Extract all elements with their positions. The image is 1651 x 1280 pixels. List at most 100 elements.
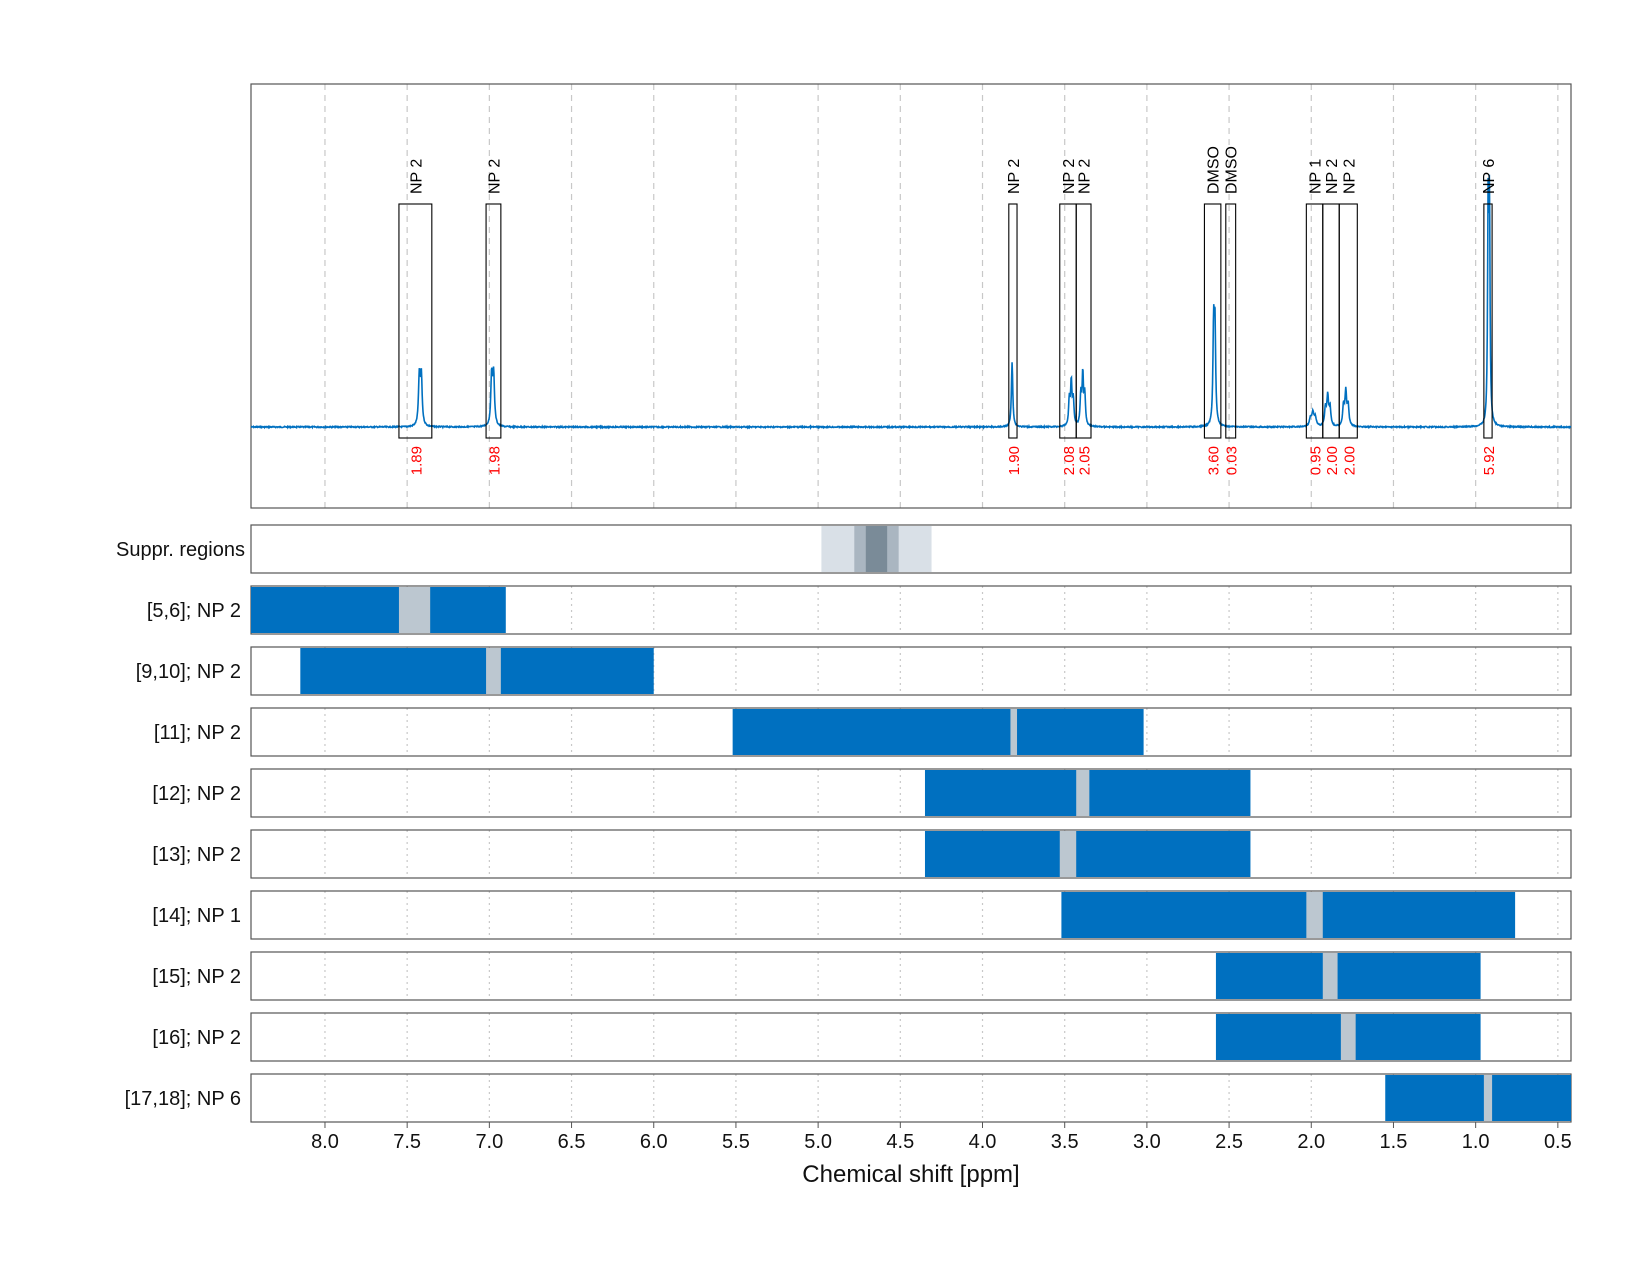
region-label: [17,18]; NP 6 — [125, 1088, 241, 1110]
spectrum-line — [250, 174, 1572, 430]
region-row: [13]; NP 2 — [152, 829, 1572, 879]
region-frame — [250, 829, 1572, 879]
x-axis-title: Chemical shift [ppm] — [802, 1161, 1019, 1188]
region-frame — [250, 1073, 1572, 1123]
peak-box — [1338, 203, 1358, 439]
peak-label: NP 2 — [1006, 159, 1023, 194]
x-tick-label: 7.5 — [393, 1131, 421, 1153]
peak-label: NP 6 — [1481, 159, 1498, 194]
region-row: [17,18]; NP 6 — [125, 1073, 1572, 1123]
x-tick-label: 4.5 — [886, 1131, 914, 1153]
region-frame — [250, 646, 1572, 696]
x-tick-label: 4.0 — [969, 1131, 997, 1153]
integral-value: 2.00 — [1324, 446, 1341, 475]
x-tick-label: 7.0 — [475, 1131, 503, 1153]
region-frame — [250, 1012, 1572, 1062]
region-row: [11]; NP 2 — [154, 707, 1572, 757]
region-label: [5,6]; NP 2 — [147, 600, 241, 622]
region-label: [9,10]; NP 2 — [136, 661, 241, 683]
region-label: [16]; NP 2 — [152, 1027, 241, 1049]
peak-label: DMSO — [1224, 146, 1241, 194]
x-tick-label: 1.5 — [1380, 1131, 1408, 1153]
x-tick-label: 0.5 — [1544, 1131, 1572, 1153]
region-frame — [250, 707, 1572, 757]
region-bar — [251, 587, 506, 633]
peak-label: DMSO — [1206, 146, 1223, 194]
peak-label: NP 2 — [486, 159, 503, 194]
integral-value: 2.05 — [1077, 446, 1094, 475]
peak-box — [1075, 203, 1092, 439]
region-bar — [1215, 953, 1481, 999]
x-tick-label: 5.0 — [804, 1131, 832, 1153]
integral-value: 2.08 — [1061, 446, 1078, 475]
peak-label: NP 2 — [1077, 159, 1094, 194]
peak-box — [1483, 203, 1493, 439]
region-label: [14]; NP 1 — [152, 905, 241, 927]
x-tick-label: 2.0 — [1297, 1131, 1325, 1153]
region-label: [12]; NP 2 — [152, 783, 241, 805]
spectrum-frame — [250, 83, 1572, 509]
region-bar — [924, 831, 1251, 877]
region-peak-marker — [1076, 770, 1090, 816]
region-row: [14]; NP 1 — [152, 890, 1572, 940]
x-tick-label: 5.5 — [722, 1131, 750, 1153]
region-row: [16]; NP 2 — [152, 1012, 1572, 1062]
integral-value: 1.90 — [1006, 446, 1023, 475]
region-frame — [250, 768, 1572, 818]
x-tick-label: 6.0 — [640, 1131, 668, 1153]
x-tick-label: 6.5 — [558, 1131, 586, 1153]
region-bar — [1385, 1075, 1571, 1121]
integral-value: 1.89 — [408, 446, 425, 475]
integral-value: 3.60 — [1206, 446, 1223, 475]
region-label: [11]; NP 2 — [154, 722, 241, 744]
region-peak-marker — [486, 648, 501, 694]
region-peak-marker — [1340, 1014, 1356, 1060]
peak-box — [485, 203, 502, 439]
peak-label: NP 2 — [408, 159, 425, 194]
integral-value: 0.03 — [1224, 446, 1241, 475]
suppression-label: Suppr. regions — [116, 539, 245, 561]
x-tick-label: 3.5 — [1051, 1131, 1079, 1153]
peak-box — [1322, 203, 1340, 439]
integral-value: 5.92 — [1481, 446, 1498, 475]
region-frame — [250, 951, 1572, 1001]
integral-value: 2.00 — [1341, 446, 1358, 475]
region-peak-marker — [1306, 892, 1323, 938]
peak-label: NP 2 — [1341, 159, 1358, 194]
region-panels: [5,6]; NP 2 [9,10]; NP 2 [11]; NP 2 [12]; N… — [125, 585, 1572, 1123]
region-peak-marker — [1059, 831, 1077, 877]
region-bar — [732, 709, 1144, 755]
x-tick-label: 2.5 — [1215, 1131, 1243, 1153]
region-bar — [300, 648, 654, 694]
region-peak-marker — [398, 587, 431, 633]
region-peak-marker — [1322, 953, 1338, 999]
x-tick-label: 3.0 — [1133, 1131, 1161, 1153]
suppression-panel: Suppr. regions — [116, 524, 1572, 574]
peak-label: NP 2 — [1061, 159, 1078, 194]
region-peak-marker — [1010, 709, 1018, 755]
x-tick-label: 8.0 — [311, 1131, 339, 1153]
x-axis: 8.0 7.5 7.0 6.5 6.0 5.5 5.0 4.5 4.0 3.5 3.0 2.5 2.0 1… — [311, 1122, 1572, 1153]
suppression-band — [865, 526, 888, 572]
peak-box — [1225, 203, 1237, 439]
region-label: [13]; NP 2 — [152, 844, 241, 866]
peak-label: NP 2 — [1324, 159, 1341, 194]
peak-box — [1008, 203, 1018, 439]
region-frame — [250, 890, 1572, 940]
region-row: [12]; NP 2 — [152, 768, 1572, 818]
integral-value: 1.98 — [486, 446, 503, 475]
region-row: [5,6]; NP 2 — [147, 585, 1572, 635]
region-row: [9,10]; NP 2 — [136, 646, 1572, 696]
region-label: [15]; NP 2 — [152, 966, 241, 988]
peak-box — [1203, 203, 1222, 439]
x-tick-label: 1.0 — [1462, 1131, 1490, 1153]
region-bar — [1061, 892, 1516, 938]
region-peak-marker — [1483, 1075, 1493, 1121]
peak-box — [1305, 203, 1324, 439]
peak-label: NP 1 — [1308, 159, 1325, 194]
region-row: [15]; NP 2 — [152, 951, 1572, 1001]
peak-box — [398, 203, 433, 439]
spectrum-panel: NP 2 1.89 NP 2 1.98 NP 2 1.90 NP 2 2.08 NP 2 2.05… — [250, 83, 1572, 509]
